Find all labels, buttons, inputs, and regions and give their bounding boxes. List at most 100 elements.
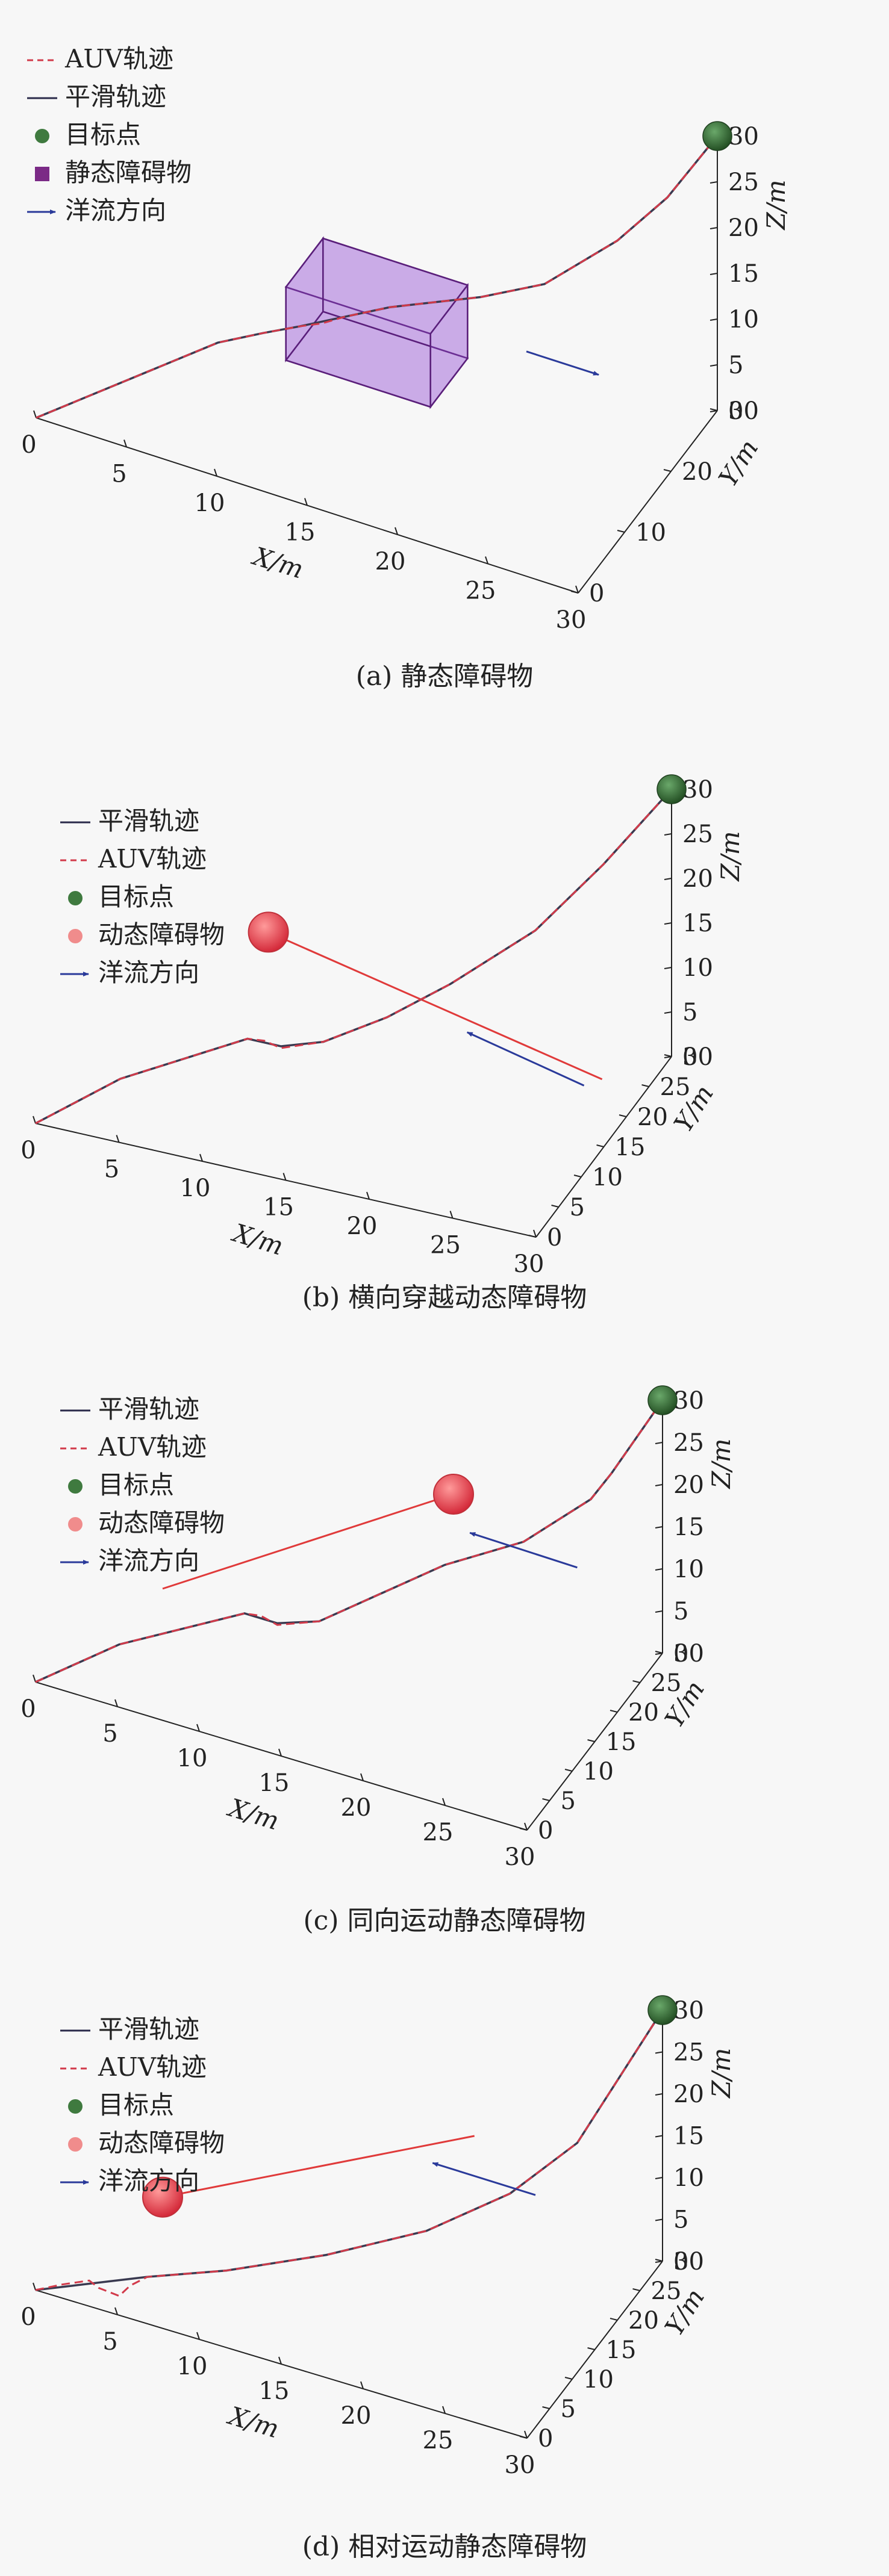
z-tick-label: 25 bbox=[673, 2039, 704, 2067]
legend-item: 平滑轨迹 bbox=[60, 1394, 199, 1424]
z-tick-label: 5 bbox=[673, 2206, 688, 2234]
legend-label: 目标点 bbox=[98, 882, 174, 911]
y-tick-mark bbox=[587, 1739, 595, 1742]
y-tick-mark bbox=[564, 2377, 573, 2380]
y-tick-mark bbox=[596, 1144, 604, 1147]
z-tick-label: 10 bbox=[673, 1556, 704, 1583]
legend-label: 平滑轨迹 bbox=[65, 82, 166, 111]
z-tick-label: 10 bbox=[728, 306, 759, 334]
legend-item: 动态障碍物 bbox=[68, 2128, 225, 2158]
x-tick-label: 15 bbox=[285, 519, 316, 547]
legend-item: 平滑轨迹 bbox=[27, 82, 166, 111]
x-tick-mark bbox=[114, 1699, 118, 1707]
z-tick-label: 20 bbox=[682, 865, 713, 893]
x-tick-mark bbox=[123, 439, 127, 447]
y-tick-label: 25 bbox=[651, 2277, 682, 2305]
x-tick-label: 25 bbox=[423, 1819, 454, 1846]
legend-label: 洋流方向 bbox=[98, 958, 199, 987]
x-tick-label: 20 bbox=[341, 2402, 372, 2430]
x-tick-label: 25 bbox=[466, 577, 496, 605]
z-tick-label: 10 bbox=[682, 954, 713, 982]
current-direction-arrow bbox=[526, 350, 599, 376]
y-tick-label: 20 bbox=[637, 1103, 668, 1131]
z-tick-mark bbox=[655, 1526, 663, 1529]
x-tick-label: 20 bbox=[375, 548, 406, 576]
z-tick-label: 15 bbox=[673, 2123, 704, 2150]
x-tick-mark bbox=[360, 2381, 364, 2389]
z-tick-mark bbox=[664, 878, 672, 880]
y-tick-label: 0 bbox=[589, 580, 604, 607]
y-tick-mark bbox=[551, 1205, 559, 1208]
z-tick-mark bbox=[655, 2135, 663, 2138]
legend-label: AUV轨迹 bbox=[98, 844, 207, 874]
y-tick-label: 10 bbox=[583, 1758, 614, 1786]
current-direction-arrow bbox=[466, 1031, 585, 1087]
z-tick-label: 30 bbox=[682, 776, 713, 804]
z-tick-label: 30 bbox=[673, 1997, 704, 2025]
auv-trajectory-line bbox=[35, 788, 673, 1125]
z-tick-label: 5 bbox=[728, 352, 743, 379]
z-tick-mark bbox=[655, 1484, 663, 1486]
y-tick-mark bbox=[564, 1769, 573, 1772]
legend-item: 洋流方向 bbox=[60, 1546, 199, 1575]
x-tick-mark bbox=[282, 1173, 287, 1181]
x-tick-label: 5 bbox=[102, 1720, 117, 1748]
z-tick-mark bbox=[710, 318, 718, 321]
x-tick-label: 30 bbox=[556, 606, 587, 634]
y-tick-label: 5 bbox=[561, 1787, 576, 1815]
legend-item: 目标点 bbox=[68, 882, 174, 911]
legend-label: 动态障碍物 bbox=[98, 2128, 225, 2158]
x-tick-mark bbox=[33, 1116, 36, 1124]
legend-item: 洋流方向 bbox=[27, 196, 166, 225]
x-tick-mark bbox=[575, 585, 579, 594]
x-tick-mark bbox=[114, 2307, 118, 2315]
z-tick-mark bbox=[655, 2261, 663, 2263]
legend-label: 平滑轨迹 bbox=[98, 806, 199, 836]
static-obstacle-face bbox=[429, 282, 469, 409]
legend-label: 平滑轨迹 bbox=[98, 1394, 199, 1424]
z-tick-label: 5 bbox=[673, 1598, 688, 1625]
z-axis-label: Z/m bbox=[707, 2048, 736, 2099]
x-tick-label: 5 bbox=[111, 461, 126, 488]
y-tick-label: 0 bbox=[547, 1224, 562, 1252]
z-axis-label: Z/m bbox=[716, 831, 745, 882]
x-tick-mark bbox=[33, 2282, 36, 2291]
y-tick-label: 20 bbox=[628, 2307, 659, 2335]
z-tick-label: 25 bbox=[682, 821, 713, 848]
legend-item: AUV轨迹 bbox=[60, 2052, 207, 2082]
z-tick-label: 25 bbox=[673, 1429, 704, 1457]
z-tick-mark bbox=[710, 364, 718, 367]
y-tick-mark bbox=[570, 591, 579, 594]
legend-label: 静态障碍物 bbox=[65, 158, 192, 187]
obstacle-trail bbox=[267, 931, 603, 1081]
chart-panel-3: 051015202530051015202530051015202530X/mY… bbox=[20, 1385, 736, 1936]
y-tick-mark bbox=[641, 1084, 649, 1087]
z-tick-label: 10 bbox=[673, 2164, 704, 2192]
legend-item: 洋流方向 bbox=[60, 958, 199, 987]
y-tick-mark bbox=[632, 2288, 640, 2291]
x-tick-mark bbox=[304, 498, 308, 506]
y-tick-mark bbox=[542, 1798, 550, 1801]
x-axis-label: X/m bbox=[228, 1217, 287, 1261]
x-tick-mark bbox=[33, 410, 37, 418]
x-tick-label: 10 bbox=[195, 489, 225, 517]
z-tick-mark bbox=[710, 227, 718, 229]
legend-label: 动态障碍物 bbox=[98, 920, 225, 949]
target-point-marker bbox=[702, 121, 732, 151]
legend-swatch-square bbox=[35, 167, 49, 181]
y-tick-mark bbox=[519, 1828, 528, 1831]
z-axis-label: Z/m bbox=[707, 1438, 736, 1489]
y-tick-label: 30 bbox=[682, 1043, 713, 1071]
z-tick-label: 15 bbox=[728, 260, 759, 288]
z-tick-mark bbox=[664, 1011, 672, 1014]
legend-label: AUV轨迹 bbox=[98, 1432, 207, 1462]
x-tick-label: 0 bbox=[20, 1695, 36, 1723]
y-tick-label: 15 bbox=[615, 1134, 646, 1161]
z-tick-label: 20 bbox=[673, 2081, 704, 2108]
x-tick-label: 0 bbox=[21, 431, 36, 459]
x-tick-label: 25 bbox=[430, 1232, 461, 1259]
legend-item: 洋流方向 bbox=[60, 2166, 199, 2196]
legend-label: 目标点 bbox=[98, 2090, 174, 2120]
legend-swatch-dot bbox=[68, 1479, 83, 1494]
